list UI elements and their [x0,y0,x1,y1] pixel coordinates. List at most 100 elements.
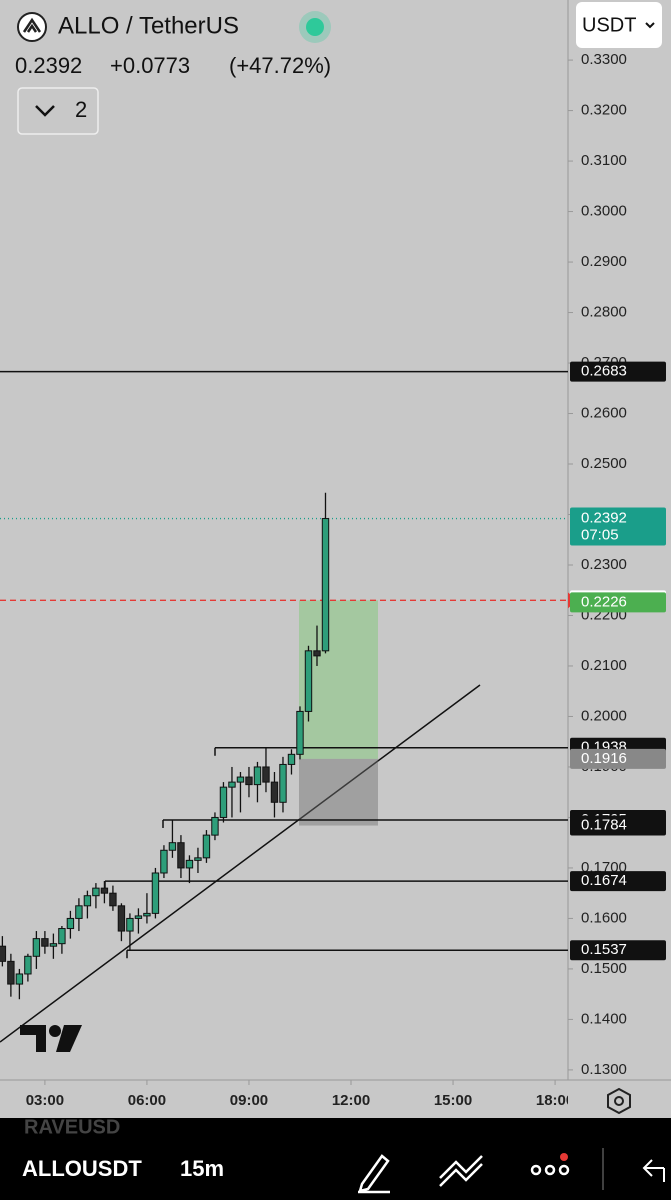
position-stop-zone [299,758,378,826]
price-label: 0.2683 [581,363,627,380]
candle-body [100,887,109,894]
x-tick-label: 15:00 [434,1092,472,1109]
currency-label: USDT [582,14,636,36]
candle-body [211,816,219,836]
price-label: 0.2392 [581,510,627,527]
price-label-box [570,940,666,961]
candle-body [0,945,7,962]
candle-body [279,763,287,803]
candle-body [151,872,160,914]
y-tick-label: 0.3200 [581,102,627,119]
candle-body [321,518,330,652]
candle-body [66,917,75,930]
y-tick-label: 0.2300 [581,556,627,573]
candle-body [304,650,313,712]
y-tick-label: 0.3100 [581,152,627,169]
countdown-label: 07:05 [581,527,619,544]
candle-body [236,776,245,783]
more-icon[interactable] [530,1164,570,1176]
y-tick-label: 0.1300 [581,1061,627,1078]
candle-body [296,710,304,755]
currency-button[interactable] [576,2,662,48]
candle-body [228,781,236,788]
symbol-title: ALLO / TetherUS [58,12,239,39]
candle-body [168,842,177,851]
symbol-icon-mark [22,17,42,33]
toolbar-symbol[interactable]: ALLOUSDT [22,1156,142,1181]
price-label-box [570,592,666,613]
settings-icon-center [614,1096,624,1106]
candle-body [253,766,262,786]
x-tick-label: 09:00 [230,1092,268,1109]
candle-body [177,842,185,869]
y-tick-label: 0.1400 [581,1010,627,1027]
previous-symbol: RAVEUSD [24,1116,120,1138]
chevron-icon [35,105,55,117]
y-tick-label: 0.2800 [581,304,627,321]
y-tick-label: 0.2100 [581,657,627,674]
candle-body [160,849,168,874]
price-label: 0.2226 [581,593,627,610]
price-label-box [570,507,666,546]
market-status [306,18,324,36]
price-label: 0.1916 [581,750,627,767]
last-price: 0.2392 [15,53,82,78]
bottom-toolbar [0,1118,671,1200]
candle-body [24,955,32,975]
plot-area [0,370,568,1043]
price-change: +0.0773 [110,53,190,78]
toolbar-interval[interactable]: 15m [180,1156,224,1181]
candle-body [32,938,41,957]
candle-body [41,938,49,947]
price-change-percent: (+47.72%) [229,53,331,78]
price-label-box [570,815,666,836]
indicators-icon[interactable] [439,1155,483,1187]
price-label: 0.1784 [581,816,627,833]
price-label-box [570,871,666,892]
price-label-box [570,361,666,382]
indicator-count: 2 [75,97,87,122]
y-tick-label: 0.2500 [581,455,627,472]
x-tick-label: 18:00 [536,1092,574,1109]
y-tick-label: 0.3000 [581,203,627,220]
tradingview-logo [20,1025,82,1052]
y-tick-label: 0.2600 [581,404,627,421]
candle-body [143,912,151,917]
candle-body [262,766,270,783]
candle-body [287,753,296,765]
y-tick-label: 0.2900 [581,253,627,270]
notification-dot [560,1153,568,1161]
candle-body [270,781,279,803]
price-label: 0.1537 [581,941,627,958]
y-tick-label: 0.1600 [581,909,627,926]
y-tick-label: 0.2000 [581,707,627,724]
y-tick-label: 0.1500 [581,960,627,977]
candle-body [313,650,321,657]
collapse-button[interactable] [17,87,99,135]
x-tick-label: 06:00 [128,1092,166,1109]
draw-icon[interactable] [358,1154,390,1194]
x-tick-label: 12:00 [332,1092,370,1109]
candle-body [117,905,126,932]
settings-icon[interactable] [607,1087,631,1115]
candle-body [83,895,92,907]
trend-line [0,684,481,1043]
candle-body [219,786,228,818]
candle-body [15,973,24,985]
candle-body [58,928,66,945]
candle-body [75,905,83,919]
candle-body [92,887,100,897]
candle-body [109,892,117,907]
currency-chevron [645,22,655,29]
candle-body [194,857,202,861]
candle-body [126,917,134,932]
candle-body [49,943,58,947]
candle-body [202,834,211,859]
back-icon[interactable] [642,1159,665,1182]
price-label: 0.1674 [581,872,627,889]
candle-body [185,859,194,869]
price-label-box [570,748,666,769]
x-tick-label: 03:00 [26,1092,64,1109]
